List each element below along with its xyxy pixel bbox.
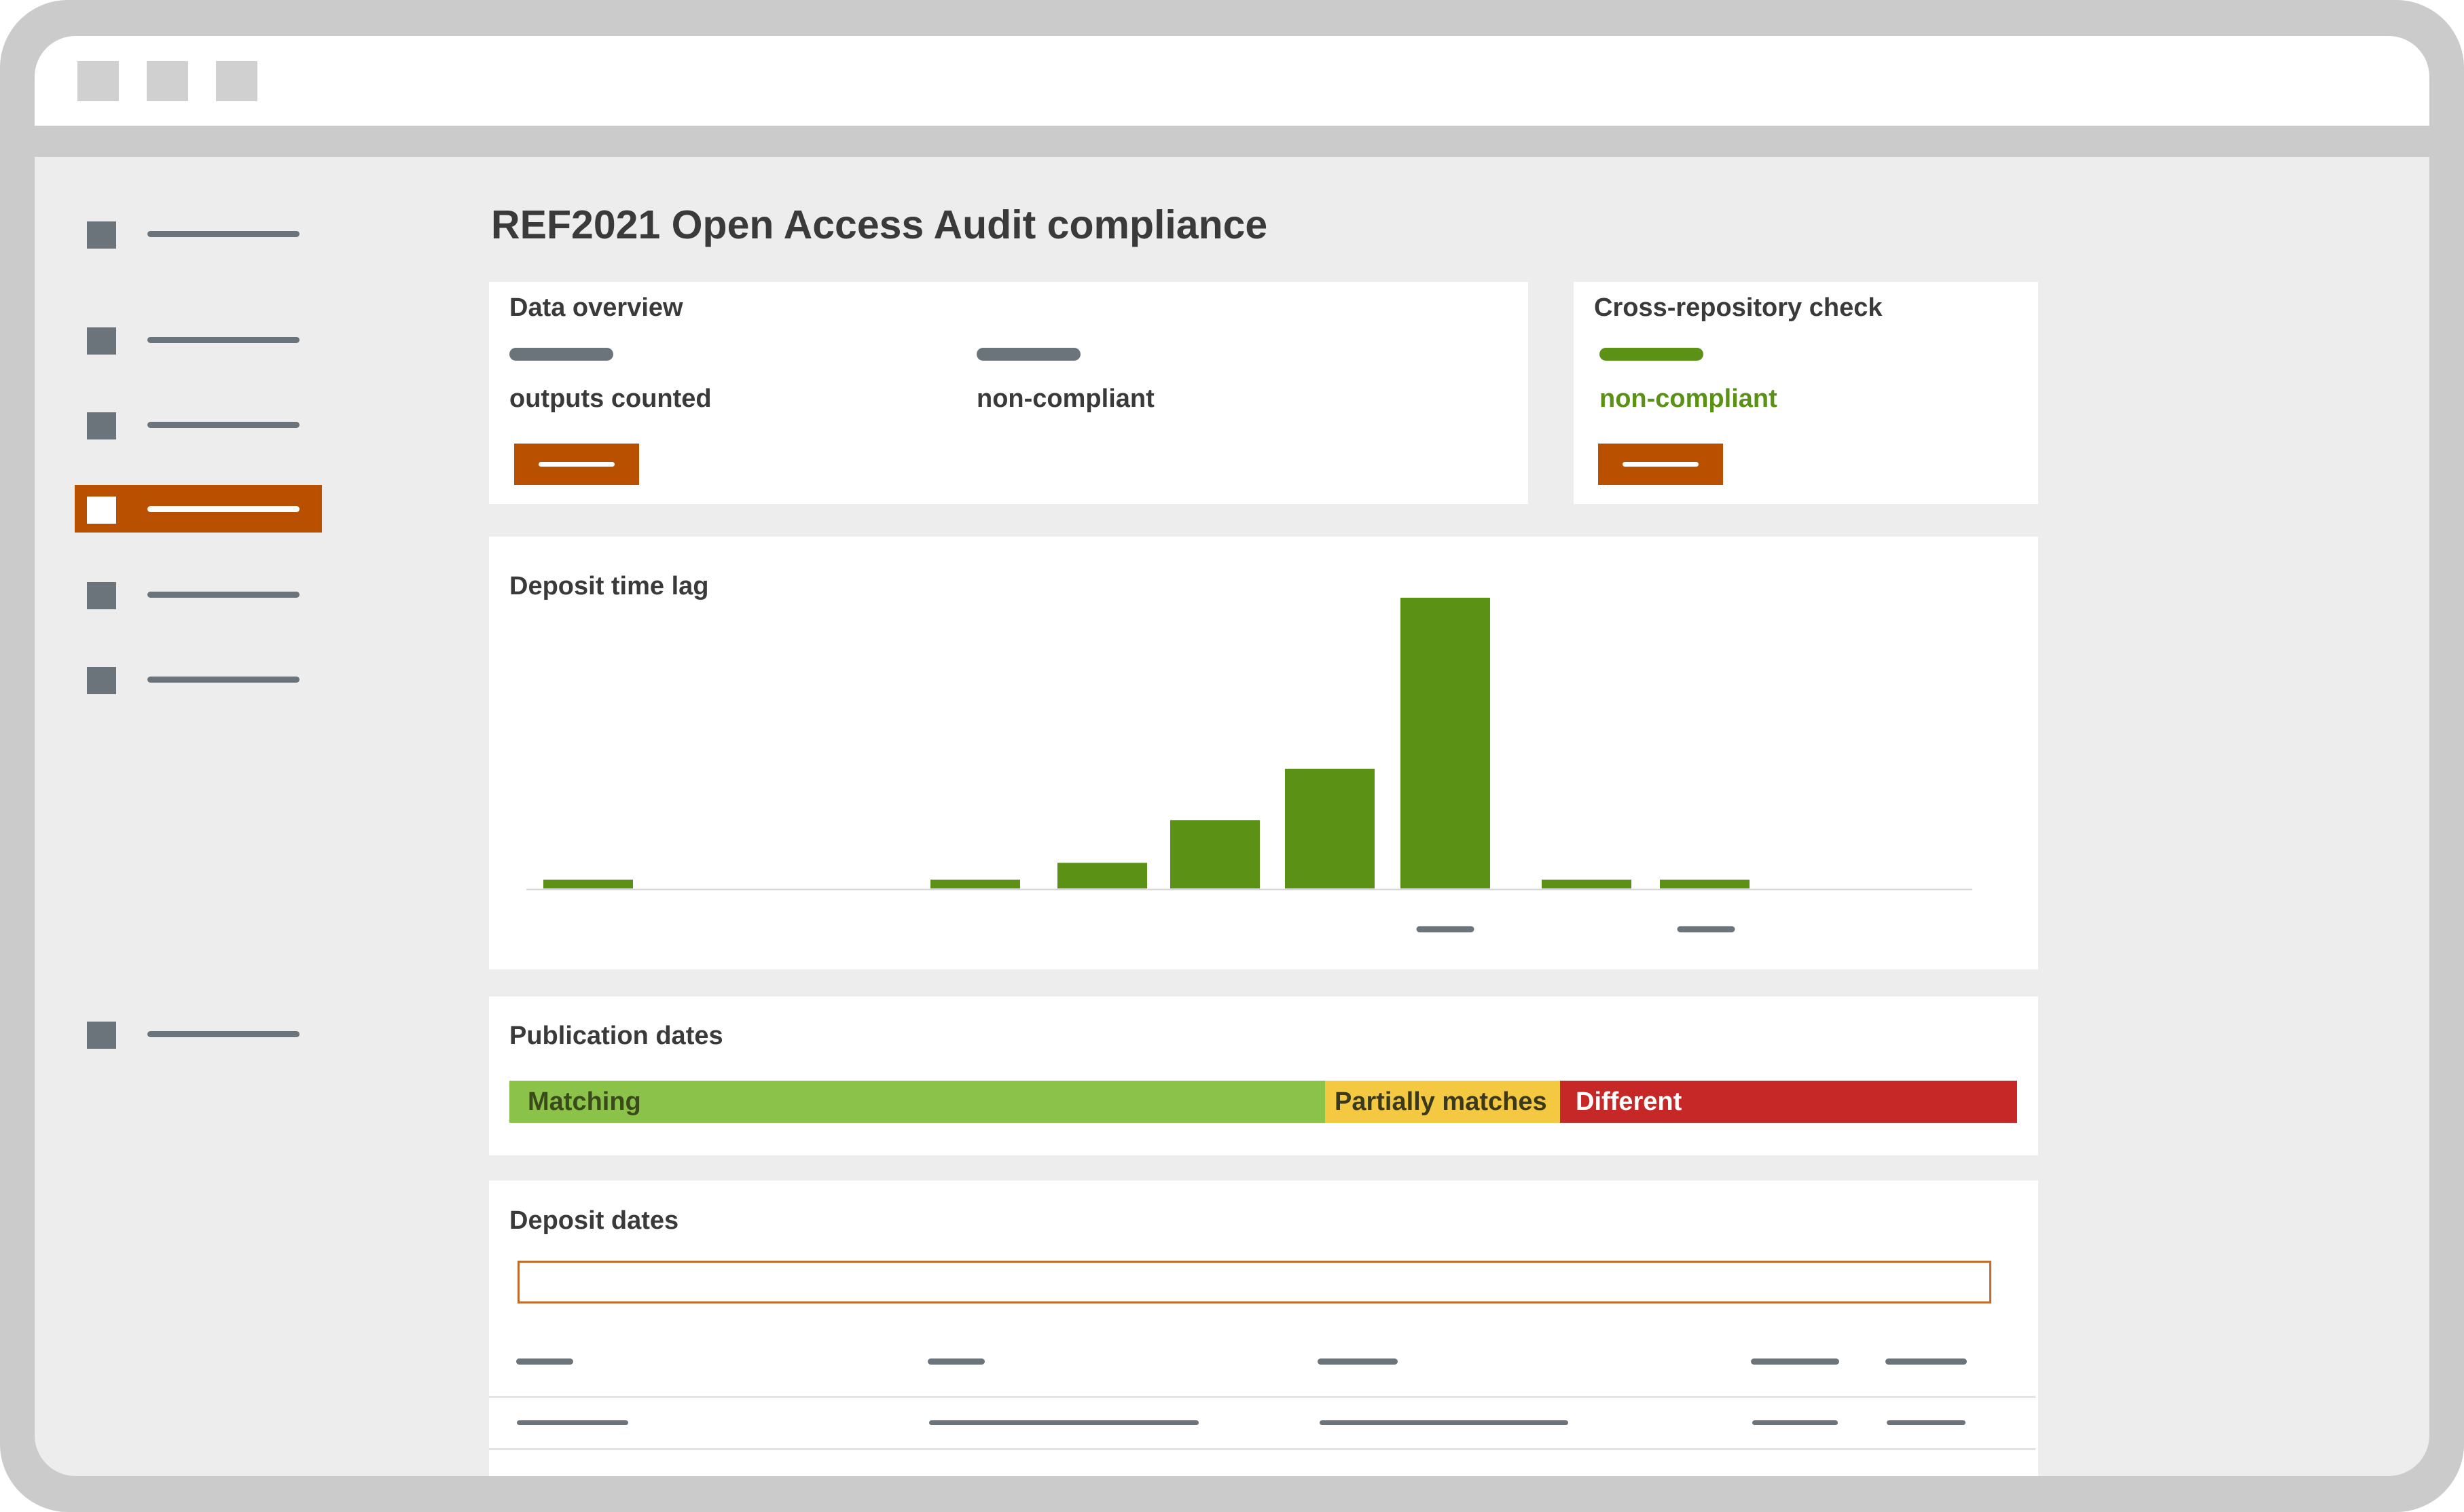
chart-bar[interactable] xyxy=(543,880,633,888)
publication-dates-card: Publication dates Matching Partially mat… xyxy=(489,996,2038,1155)
sidebar-item-icon xyxy=(87,667,116,694)
sidebar-item-4-active[interactable] xyxy=(75,485,322,533)
table-divider xyxy=(489,1396,2035,1398)
stat-value-placeholder xyxy=(977,348,1081,361)
sidebar-item-label-placeholder xyxy=(147,592,300,598)
sidebar-item-label-placeholder xyxy=(147,677,300,683)
card-title: Deposit dates xyxy=(509,1206,679,1235)
sidebar-item-label-placeholder xyxy=(147,337,300,343)
sidebar-item-icon xyxy=(87,582,116,609)
table-header-placeholder xyxy=(1318,1358,1398,1365)
table-header-placeholder xyxy=(516,1358,573,1365)
button-label-placeholder xyxy=(1623,462,1699,467)
deposit-time-lag-card: Deposit time lag xyxy=(489,537,2038,969)
matching-segment[interactable]: Matching xyxy=(509,1081,1325,1123)
data-overview-card: Data overview outputs counted non-compli… xyxy=(489,282,1528,504)
stat-value-placeholder xyxy=(1599,348,1703,361)
deposit-dates-card: Deposit dates xyxy=(489,1181,2038,1476)
table-cell-placeholder xyxy=(929,1420,1199,1425)
chart-title: Deposit time lag xyxy=(509,572,709,600)
table-cell-placeholder xyxy=(1320,1420,1568,1425)
sidebar-item-icon xyxy=(87,497,116,524)
sidebar-item-icon xyxy=(87,221,116,249)
cross-repository-card: Cross-repository check non-compliant xyxy=(1574,282,2038,504)
data-overview-button[interactable] xyxy=(514,444,639,485)
table-cell-placeholder xyxy=(1752,1420,1838,1425)
sidebar-item-3[interactable] xyxy=(75,401,322,448)
different-segment[interactable]: Different xyxy=(1560,1081,2017,1123)
stat-label: non-compliant xyxy=(1599,384,1777,413)
deposit-dates-search-input[interactable] xyxy=(518,1261,1991,1303)
chart-bar[interactable] xyxy=(1660,880,1750,888)
sidebar-item-label-placeholder xyxy=(147,1031,300,1037)
card-title: Publication dates xyxy=(509,1022,723,1050)
card-title: Data overview xyxy=(509,293,683,322)
card-title: Cross-repository check xyxy=(1594,293,1883,322)
table-cell-placeholder xyxy=(1887,1420,1965,1425)
sidebar-item-7[interactable] xyxy=(75,1010,322,1058)
sidebar-item-label-placeholder xyxy=(147,422,300,428)
table-header-placeholder xyxy=(928,1358,985,1365)
chart-bar[interactable] xyxy=(1170,820,1260,888)
partially-matches-segment[interactable]: Partially matches xyxy=(1325,1081,1560,1123)
sidebar-item-label-placeholder xyxy=(147,506,300,512)
table-header-placeholder xyxy=(1885,1358,1967,1365)
table-cell-placeholder xyxy=(517,1420,628,1425)
window-button-3[interactable] xyxy=(216,61,257,101)
stat-label: outputs counted xyxy=(509,384,712,413)
window-button-2[interactable] xyxy=(147,61,188,101)
sidebar-item-icon xyxy=(87,412,116,439)
stat-value-placeholder xyxy=(509,348,613,361)
sidebar-item-5[interactable] xyxy=(75,571,322,618)
button-label-placeholder xyxy=(539,462,615,467)
sidebar-item-6[interactable] xyxy=(75,655,322,703)
chart-bar[interactable] xyxy=(930,880,1020,888)
table-divider xyxy=(489,1448,2035,1450)
window-titlebar xyxy=(35,36,2429,126)
chart-bar[interactable] xyxy=(1057,863,1147,888)
stat-label: non-compliant xyxy=(977,384,1155,413)
sidebar-item-icon xyxy=(87,1022,116,1049)
page-title: REF2021 Open Access Audit compliance xyxy=(491,202,1268,247)
chart-bar[interactable] xyxy=(1285,768,1375,888)
deposit-time-lag-chart xyxy=(526,598,1972,933)
sidebar-item-1[interactable] xyxy=(75,210,322,257)
chart-bar[interactable] xyxy=(1400,598,1490,888)
table-header-placeholder xyxy=(1751,1358,1839,1365)
chart-bar[interactable] xyxy=(1542,880,1631,888)
window-button-1[interactable] xyxy=(77,61,119,101)
sidebar-item-2[interactable] xyxy=(75,316,322,363)
cross-repository-button[interactable] xyxy=(1598,444,1723,485)
sidebar-item-icon xyxy=(87,327,116,355)
sidebar-item-label-placeholder xyxy=(147,231,300,237)
